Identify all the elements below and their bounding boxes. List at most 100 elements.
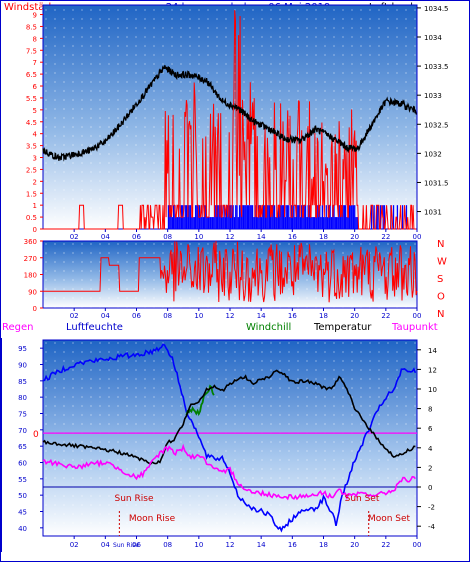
wind-axis-label: Windstärke <box>4 2 60 13</box>
wind-axis-tick-label: 5.5 <box>26 95 37 103</box>
compass-label: O <box>437 292 445 303</box>
x-tick-label: 14 <box>257 233 266 241</box>
wind-axis-tick-label: 0 <box>33 226 37 234</box>
moon-set-label: Moon Set <box>368 514 411 524</box>
zero-label: 0 <box>33 430 39 440</box>
x-tick-label: 02 <box>70 541 79 549</box>
x-tick-label: 18 <box>319 233 328 241</box>
humidity-axis-tick-label: 50 <box>18 492 27 500</box>
x-tick-label: 14 <box>257 541 266 549</box>
temperature-axis-tick-label: 10 <box>428 386 437 394</box>
temperature-axis-tick-label: 14 <box>428 347 437 355</box>
direction-axis-tick-label: 360 <box>24 238 37 246</box>
x-tick-label: 10 <box>194 312 203 320</box>
legend-windchill: Windchill <box>246 322 291 333</box>
x-tick-label: 16 <box>288 233 297 241</box>
pressure-axis-tick-label: 1031.5 <box>424 179 449 187</box>
wind-axis-tick-label: 2 <box>33 178 37 186</box>
wind-axis-tick-label: 4.5 <box>26 119 37 127</box>
x-tick-label: 08 <box>163 312 172 320</box>
direction-axis-tick-label: 0 <box>33 305 37 313</box>
temperature-axis-tick-label: 4 <box>428 445 433 453</box>
humidity-axis-tick-label: 95 <box>18 345 27 353</box>
x-tick-label: 22 <box>381 233 390 241</box>
moon-rise-label: Moon Rise <box>129 514 176 524</box>
x-tick-label: 14 <box>257 312 266 320</box>
wind-axis-tick-label: 1 <box>33 202 37 210</box>
sun-set-label: Sun Set <box>345 494 380 504</box>
wind-direction-line <box>43 241 418 303</box>
x-tick-label: 20 <box>350 541 359 549</box>
x-tick-label: 08 <box>163 541 172 549</box>
x-tick-label: 02 <box>70 233 79 241</box>
x-tick-label: 00 <box>413 312 422 320</box>
wind-axis-tick-label: 3 <box>33 155 37 163</box>
x-tick-label: 08 <box>163 233 172 241</box>
pressure-axis-tick-label: 1034 <box>424 34 442 42</box>
temperature-axis-tick-label: -4 <box>428 523 436 531</box>
pressure-axis-tick-label: 1033 <box>424 92 442 100</box>
humidity-axis-tick-label: 60 <box>18 460 27 468</box>
panel3-right-axis: -4 -2 0 2 4 6 8 10 12 14 <box>417 347 437 531</box>
x-tick-label: 20 <box>350 312 359 320</box>
panel-wind-pressure: 0 0.5 1 1.5 2 2.5 3 3.5 4 4.5 5 5.5 6 6.5 7 7.5 8 8.5 9 10… <box>26 4 449 234</box>
x-tick-label: 18 <box>319 312 328 320</box>
x-tick-label: 06 <box>132 233 141 241</box>
pressure-axis-tick-label: 1032 <box>424 150 442 158</box>
wind-axis-tick-label: 9 <box>33 12 37 20</box>
x-tick-label: 12 <box>226 541 235 549</box>
wind-axis-tick-label: 0.5 <box>26 214 37 222</box>
pressure-line <box>42 64 418 162</box>
wind-axis-tick-label: 6 <box>33 83 38 91</box>
x-tick-label: 16 <box>288 541 297 549</box>
temperature-axis-tick-label: 8 <box>428 406 432 414</box>
panel2-left-axis: 0 90 180 270 360 <box>24 238 43 313</box>
humidity-axis-tick-label: 75 <box>18 411 27 419</box>
legend-temperatur: Temperatur <box>313 322 372 333</box>
temperature-line <box>42 369 416 466</box>
x-tick-label: 16 <box>288 312 297 320</box>
compass-label: W <box>437 257 447 268</box>
x-tick-label: 04 <box>101 233 110 241</box>
panel1-left-axis: 0 0.5 1 1.5 2 2.5 3 3.5 4 4.5 5 5.5 6 6.5 7 7.5 8 8.5 9 <box>26 12 43 234</box>
sunrise-axis-label: Sun Rise <box>113 542 139 549</box>
x-tick-label: 04 <box>101 541 110 549</box>
wind-axis-tick-label: 7.5 <box>26 47 37 55</box>
compass-label: S <box>437 274 443 285</box>
x-tick-label: 04 <box>101 312 110 320</box>
humidity-line <box>42 343 417 533</box>
x-tick-label: 12 <box>226 312 235 320</box>
x-tick-label: 06 <box>132 541 141 549</box>
legend-luftfeuchte: Luftfeuchte <box>66 322 123 333</box>
wind-axis-tick-label: 4 <box>33 131 38 139</box>
wind-axis-tick-label: 3.5 <box>26 143 37 151</box>
wind-axis-tick-label: 2.5 <box>26 166 37 174</box>
x-tick-label: 02 <box>70 312 79 320</box>
x-tick-label: 06 <box>132 312 141 320</box>
humidity-axis-tick-label: 40 <box>18 525 27 533</box>
pressure-axis-tick-label: 1032.5 <box>424 121 449 129</box>
x-tick-label: 22 <box>381 312 390 320</box>
x-tick-label: 12 <box>226 233 235 241</box>
direction-axis-tick-label: 90 <box>28 288 37 296</box>
direction-axis-tick-label: 180 <box>24 272 37 280</box>
x-tick-label: 22 <box>381 541 390 549</box>
compass-label: N <box>437 239 444 250</box>
x-tick-label: 20 <box>350 233 359 241</box>
wind-axis-tick-label: 8 <box>33 35 37 43</box>
x-tick-label: 00 <box>413 233 422 241</box>
humidity-axis-tick-label: 65 <box>18 443 27 451</box>
pressure-axis-tick-label: 1034.5 <box>424 5 449 13</box>
x-tick-label: 10 <box>194 541 203 549</box>
pressure-axis-tick-label: 1033.5 <box>424 63 449 71</box>
x-axis-ticks: 02 02 02 04 04 04 06 06 06 08 08 08 10 10 10 12 12 12 14 14… <box>70 229 422 549</box>
sun-rise-label: Sun Rise <box>115 494 154 504</box>
panel1-right-axis: 1031 1031.5 1032 1032.5 1033 1033.5 1034 1034.5 <box>417 5 449 217</box>
legend-taupunkt: Taupunkt <box>391 322 438 333</box>
wind-axis-tick-label: 7 <box>33 59 37 67</box>
